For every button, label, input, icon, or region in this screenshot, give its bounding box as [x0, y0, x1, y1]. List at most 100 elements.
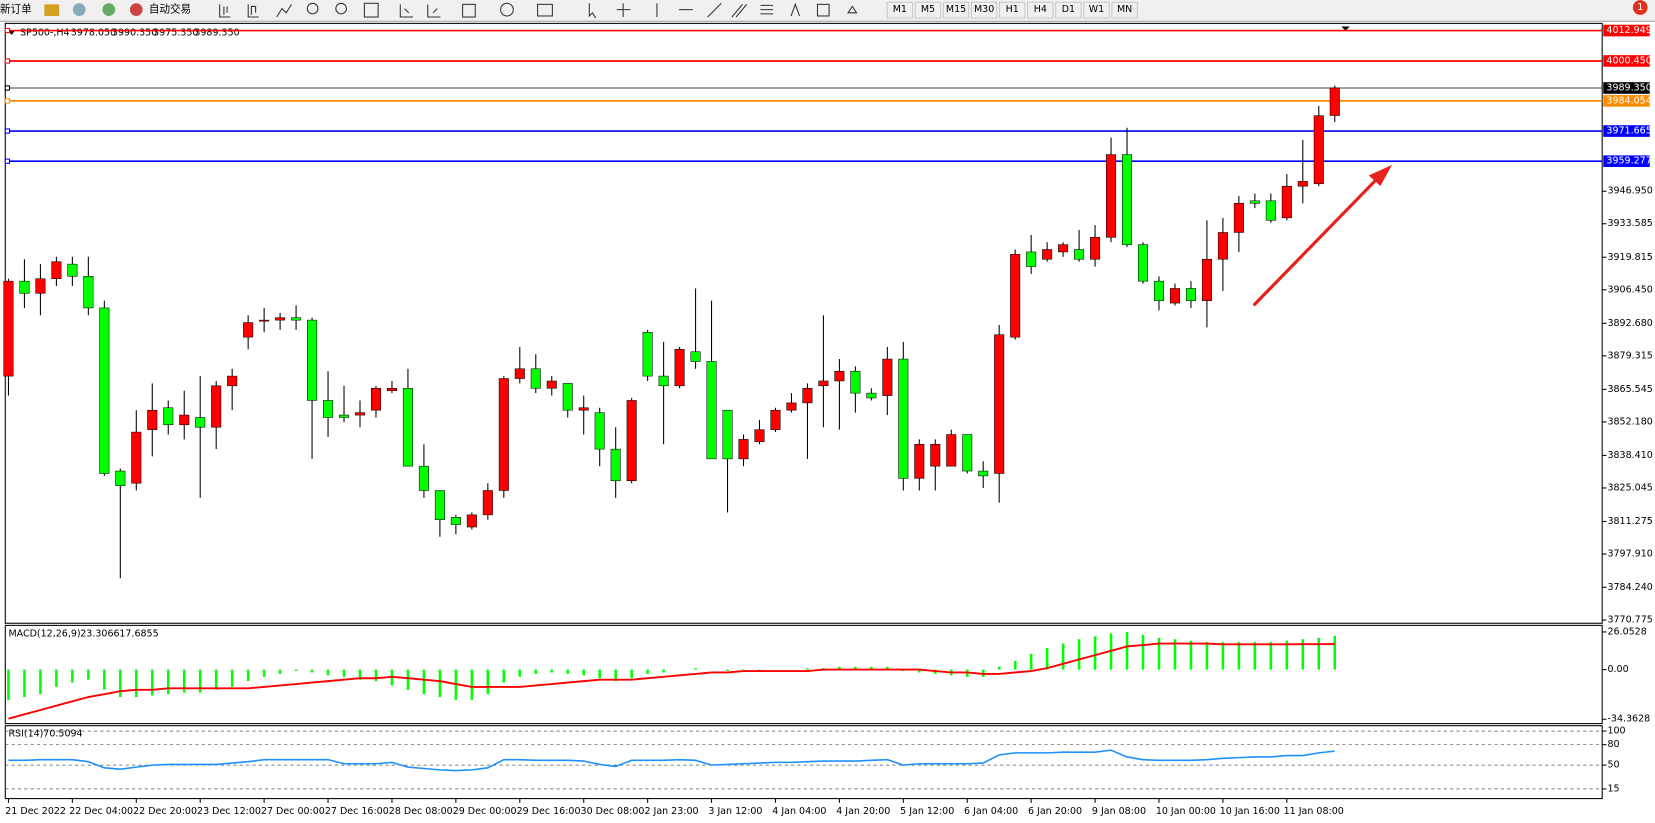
macd-bar	[1141, 634, 1145, 670]
candle-body	[466, 514, 477, 528]
timeframe-button[interactable]	[942, 1, 970, 19]
auto-trading-icon[interactable]	[129, 3, 143, 16]
cursor[interactable]	[588, 3, 597, 19]
macd-bar	[1285, 640, 1289, 670]
macd-bar	[1173, 639, 1177, 670]
rsi-line	[8, 749, 1335, 772]
icon[interactable]	[363, 2, 379, 18]
timeframe-label[interactable]: M1	[893, 4, 907, 15]
timeframe-button[interactable]	[970, 1, 998, 19]
level-tag	[1603, 55, 1650, 67]
candle-body	[1249, 200, 1260, 204]
macd-bar	[1333, 635, 1337, 670]
timeframe-label[interactable]: M30	[974, 4, 994, 15]
timeframe-button[interactable]	[1111, 1, 1138, 19]
timeframe-label[interactable]: M15	[946, 4, 966, 15]
y-tick-label: 50	[1607, 760, 1619, 771]
label-tool[interactable]	[816, 3, 830, 17]
toolbar	[0, 0, 1655, 22]
timeframe-label[interactable]: H4	[1034, 4, 1047, 15]
macd-bar	[103, 669, 106, 690]
macd-bar	[870, 666, 873, 670]
new-order-button[interactable]: 新订单	[0, 3, 32, 16]
crosshair[interactable]	[616, 3, 631, 18]
timeframe-button[interactable]	[1027, 1, 1054, 19]
timeframe-button[interactable]	[1083, 1, 1110, 19]
channel[interactable]	[731, 4, 748, 18]
candle-body	[323, 400, 334, 418]
indicator-title: MACD(12,26,9)	[8, 628, 80, 639]
x-tick-label: 5 Jan 12:00	[900, 806, 954, 817]
candle-body	[1010, 254, 1021, 338]
icon[interactable]	[399, 4, 413, 18]
y-tick-label: 3865.545	[1607, 384, 1652, 395]
macd-bar	[1189, 640, 1193, 670]
macd-bar	[214, 669, 218, 690]
shapes[interactable]	[847, 5, 858, 14]
indicator-value: 23.3066	[80, 628, 119, 639]
indicator-title: RSI(14)	[8, 729, 43, 740]
periods-icon[interactable]	[500, 2, 514, 17]
timeframe-button[interactable]	[886, 1, 914, 19]
macd-bar	[470, 669, 474, 700]
level-label: 3989.350	[1606, 82, 1651, 93]
timeframe-label[interactable]: M5	[921, 4, 935, 15]
macd-bar	[166, 669, 170, 695]
macd-bar	[662, 669, 665, 673]
level-handle	[4, 27, 11, 34]
candle-body	[1153, 280, 1165, 301]
candle-body	[19, 280, 30, 294]
icon[interactable]	[427, 4, 441, 18]
y-tick-label: -34.3628	[1607, 714, 1650, 725]
candle-body	[898, 358, 909, 479]
candle-body	[882, 358, 893, 396]
y-tick-label: 26.0528	[1607, 626, 1646, 637]
fibo[interactable]	[760, 4, 774, 15]
icon[interactable]	[247, 4, 259, 18]
timeframe-label[interactable]: W1	[1089, 4, 1104, 15]
alert-badge[interactable]	[1632, 0, 1648, 15]
text-tool[interactable]	[790, 2, 801, 17]
template-icon[interactable]	[537, 3, 553, 17]
level-handle	[4, 85, 11, 91]
auto-trading-button[interactable]: 自动交易	[149, 3, 191, 16]
candle-body	[738, 439, 749, 460]
timeframe-button[interactable]	[999, 1, 1026, 19]
candle-body	[1313, 115, 1324, 185]
candle-body	[642, 332, 653, 377]
zoom-out[interactable]	[335, 2, 347, 15]
level-label: 3984.054	[1606, 95, 1651, 106]
icon[interactable]	[462, 3, 476, 18]
candle-body	[1106, 154, 1117, 238]
macd-bar	[582, 669, 585, 676]
candle-body	[1169, 288, 1180, 304]
level-label: 4012.949	[1606, 25, 1651, 36]
timeframe-label[interactable]: D1	[1062, 4, 1075, 15]
icon[interactable]	[276, 4, 292, 18]
timeframe-button[interactable]	[1055, 1, 1082, 19]
level-tag	[1603, 24, 1650, 37]
zoom-in[interactable]	[306, 2, 319, 15]
macd-bar	[150, 669, 154, 696]
y-tick-label: 3933.585	[1607, 218, 1652, 229]
trend-line[interactable]	[707, 2, 722, 18]
icon[interactable]	[72, 3, 86, 16]
timeframe-button[interactable]	[914, 1, 942, 19]
icon[interactable]	[44, 4, 60, 16]
level-tag	[1603, 95, 1650, 107]
candle-body	[211, 385, 222, 428]
candle-body	[386, 388, 397, 391]
candle-body	[450, 517, 461, 525]
icon[interactable]	[219, 4, 231, 18]
macd-bar	[39, 669, 42, 695]
timeframe-label[interactable]: MN	[1117, 4, 1132, 15]
x-tick-label: 23 Dec 12:00	[197, 806, 261, 817]
macd-bar	[246, 669, 250, 682]
candle-body	[706, 361, 717, 460]
icon[interactable]	[102, 3, 116, 16]
alert-count[interactable]: 1	[1637, 2, 1643, 13]
candle-body	[259, 319, 270, 322]
candle-body	[690, 351, 701, 362]
candle-body	[99, 307, 110, 474]
timeframe-label[interactable]: H1	[1006, 4, 1019, 15]
